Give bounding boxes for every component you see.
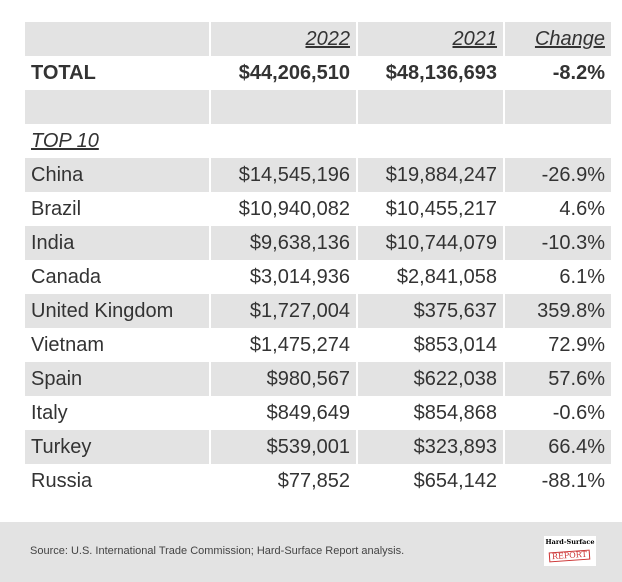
value-2022-cell: $14,545,196 [210,158,358,192]
table-row: China $14,545,196 $19,884,247 -26.9% [25,158,611,192]
table-row: Russia $77,852 $654,142 -88.1% [25,464,611,498]
value-2022-cell: $3,014,936 [210,260,358,294]
header-2022: 2022 [210,22,358,56]
empty-cell [210,124,358,158]
country-cell: Italy [25,396,211,430]
empty-cell [357,124,505,158]
total-2022: $44,206,510 [210,56,358,90]
section-row: TOP 10 [25,124,611,158]
change-cell: 359.8% [504,294,611,328]
header-change: Change [504,22,611,56]
change-cell: 4.6% [559,197,605,220]
value-2022-cell: $849,649 [210,396,358,430]
country-cell: China [25,158,211,192]
total-2021: $48,136,693 [357,56,505,90]
change-cell: -88.1% [541,469,605,492]
spacer-row [25,90,611,124]
value-2022-cell: $1,727,004 [210,294,358,328]
section-label: TOP 10 [25,124,211,158]
value-2021-cell: $622,038 [357,362,505,396]
value-2021-cell: $2,841,058 [357,260,505,294]
country-cell: Vietnam [25,328,211,362]
hard-surface-report-logo: Hard-Surface REPORT [544,536,596,566]
value-2022-cell: $980,567 [210,362,358,396]
value-2022-cell: $9,638,136 [210,226,358,260]
value-2021-cell: $19,884,247 [357,158,505,192]
change-cell: 66.4% [504,430,611,464]
table-row: Canada $3,014,936 $2,841,058 6.1% [25,260,611,294]
spacer-cell [25,90,211,124]
country-cell: Canada [25,260,211,294]
change-cell: 6.1% [559,265,605,288]
table-row: Spain $980,567 $622,038 57.6% [25,362,611,396]
total-change: -8.2% [552,61,605,84]
country-cell: Spain [25,362,211,396]
change-cell: 57.6% [504,362,611,396]
total-row: TOTAL $44,206,510 $48,136,693 -8.2% [25,56,611,90]
header-empty [25,22,211,56]
footer: Source: U.S. International Trade Commiss… [0,522,622,582]
imports-table: 2022 2021 Change TOTAL $44,206,510 $48,1… [25,22,611,498]
value-2021-cell: $323,893 [357,430,505,464]
table-row: Brazil $10,940,082 $10,455,217 4.6% [25,192,611,226]
country-cell: Russia [25,464,211,498]
country-cell: Brazil [25,192,211,226]
spacer-cell [357,90,505,124]
table-row: United Kingdom $1,727,004 $375,637 359.8% [25,294,611,328]
value-2022-cell: $77,852 [210,464,358,498]
value-2022-cell: $539,001 [210,430,358,464]
empty-cell [504,124,611,158]
value-2022-cell: $10,940,082 [210,192,358,226]
change-cell: -0.6% [552,401,605,424]
source-note: Source: U.S. International Trade Commiss… [30,545,405,557]
country-cell: Turkey [25,430,211,464]
change-cell: -10.3% [504,226,611,260]
value-2021-cell: $654,142 [357,464,505,498]
spacer-cell [504,90,611,124]
table-row: Turkey $539,001 $323,893 66.4% [25,430,611,464]
value-2021-cell: $10,455,217 [357,192,505,226]
header-row: 2022 2021 Change [25,22,611,56]
change-cell: 72.9% [548,333,605,356]
spacer-cell [210,90,358,124]
table-row: Vietnam $1,475,274 $853,014 72.9% [25,328,611,362]
value-2022-cell: $1,475,274 [210,328,358,362]
table-row: India $9,638,136 $10,744,079 -10.3% [25,226,611,260]
country-cell: India [25,226,211,260]
total-label: TOTAL [25,56,211,90]
value-2021-cell: $854,868 [357,396,505,430]
value-2021-cell: $10,744,079 [357,226,505,260]
change-cell: -26.9% [504,158,611,192]
header-2021: 2021 [357,22,505,56]
value-2021-cell: $375,637 [357,294,505,328]
value-2021-cell: $853,014 [357,328,505,362]
country-cell: United Kingdom [25,294,211,328]
table-row: Italy $849,649 $854,868 -0.6% [25,396,611,430]
